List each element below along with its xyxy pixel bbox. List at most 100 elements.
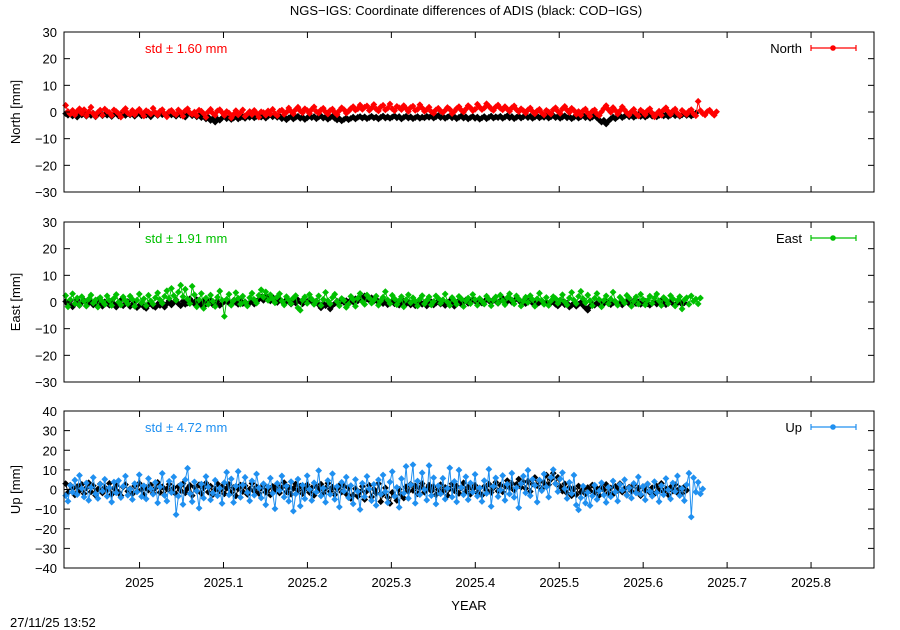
data-point: [352, 106, 359, 114]
data-point: [145, 291, 152, 299]
data-point: [62, 292, 70, 299]
std-annotation: std ± 4.72 mm: [145, 420, 227, 435]
data-point: [292, 490, 300, 498]
data-point: [662, 475, 670, 482]
data-point: [485, 102, 493, 110]
y-axis-label: Up [mm]: [8, 465, 23, 514]
data-point: [131, 480, 139, 488]
data-point: [641, 496, 649, 504]
data-point: [379, 112, 387, 120]
legend-marker: [830, 235, 836, 241]
data-point: [503, 294, 511, 302]
data-point: [416, 101, 424, 109]
data-point: [87, 291, 95, 299]
data-point: [89, 474, 97, 481]
data-point: [260, 109, 267, 116]
data-point: [568, 289, 576, 296]
data-point: [559, 291, 566, 299]
data-point: [174, 492, 182, 500]
data-point: [536, 289, 543, 297]
data-point: [200, 305, 208, 312]
data-point: [128, 107, 136, 114]
data-point: [101, 301, 109, 308]
data-point: [425, 113, 433, 121]
data-point: [462, 488, 470, 496]
data-point: [149, 300, 157, 308]
data-point: [393, 483, 401, 491]
data-point: [595, 296, 603, 303]
data-point: [149, 490, 157, 498]
data-point: [92, 490, 99, 498]
data-point: [685, 469, 693, 477]
data-point: [218, 500, 226, 507]
data-point: [361, 301, 369, 308]
data-point: [464, 294, 472, 302]
data-point: [262, 501, 270, 509]
data-point: [287, 108, 295, 115]
data-point: [186, 300, 194, 307]
data-point: [191, 483, 198, 491]
data-point: [335, 302, 343, 310]
data-point: [248, 289, 256, 297]
data-point: [269, 490, 277, 497]
data-point: [329, 470, 336, 478]
data-point: [62, 101, 70, 109]
data-point: [639, 295, 647, 303]
data-point: [375, 301, 382, 309]
data-point: [108, 498, 116, 506]
data-point: [375, 115, 382, 123]
data-point: [142, 107, 150, 115]
data-point: [496, 291, 504, 299]
x-tick-label: 2025.1: [204, 575, 244, 590]
data-point: [519, 478, 527, 486]
data-point: [377, 490, 385, 498]
data-point: [515, 504, 523, 512]
y-tick-label: −40: [35, 561, 57, 576]
data-point: [151, 109, 159, 116]
data-point: [82, 479, 90, 487]
data-point: [674, 472, 681, 480]
data-point: [225, 491, 233, 499]
data-point: [407, 104, 415, 111]
data-point: [471, 115, 479, 122]
y-tick-label: −30: [35, 185, 57, 200]
data-point: [393, 103, 401, 110]
data-point: [421, 486, 428, 493]
data-point: [352, 115, 359, 123]
data-point: [76, 301, 83, 309]
legend-label: Up: [785, 420, 802, 435]
y-tick-label: 30: [43, 424, 57, 439]
data-point: [165, 295, 173, 302]
data-point: [444, 492, 451, 499]
data-point: [588, 492, 596, 500]
data-point: [326, 491, 334, 498]
y-tick-label: −20: [35, 158, 57, 173]
data-point: [202, 294, 210, 302]
data-point: [444, 484, 451, 492]
data-point: [177, 481, 185, 488]
data-point: [694, 97, 702, 105]
data-point: [165, 477, 173, 485]
data-point: [170, 292, 178, 299]
data-point: [223, 468, 231, 476]
data-point: [333, 111, 341, 119]
data-point: [678, 305, 686, 313]
data-point: [614, 301, 622, 309]
data-point: [388, 468, 396, 476]
data-point: [312, 488, 320, 496]
data-point: [296, 306, 304, 314]
data-point: [653, 489, 661, 497]
data-point: [200, 494, 208, 502]
data-point: [174, 288, 182, 296]
data-point: [469, 488, 477, 496]
data-point: [483, 490, 490, 497]
data-point: [241, 112, 249, 120]
data-point: [409, 461, 417, 469]
data-point: [697, 294, 704, 302]
data-point: [402, 112, 410, 120]
data-point: [154, 111, 162, 119]
data-point: [310, 479, 318, 487]
data-point: [149, 104, 157, 112]
north-series: [62, 97, 720, 122]
data-point: [577, 111, 585, 119]
